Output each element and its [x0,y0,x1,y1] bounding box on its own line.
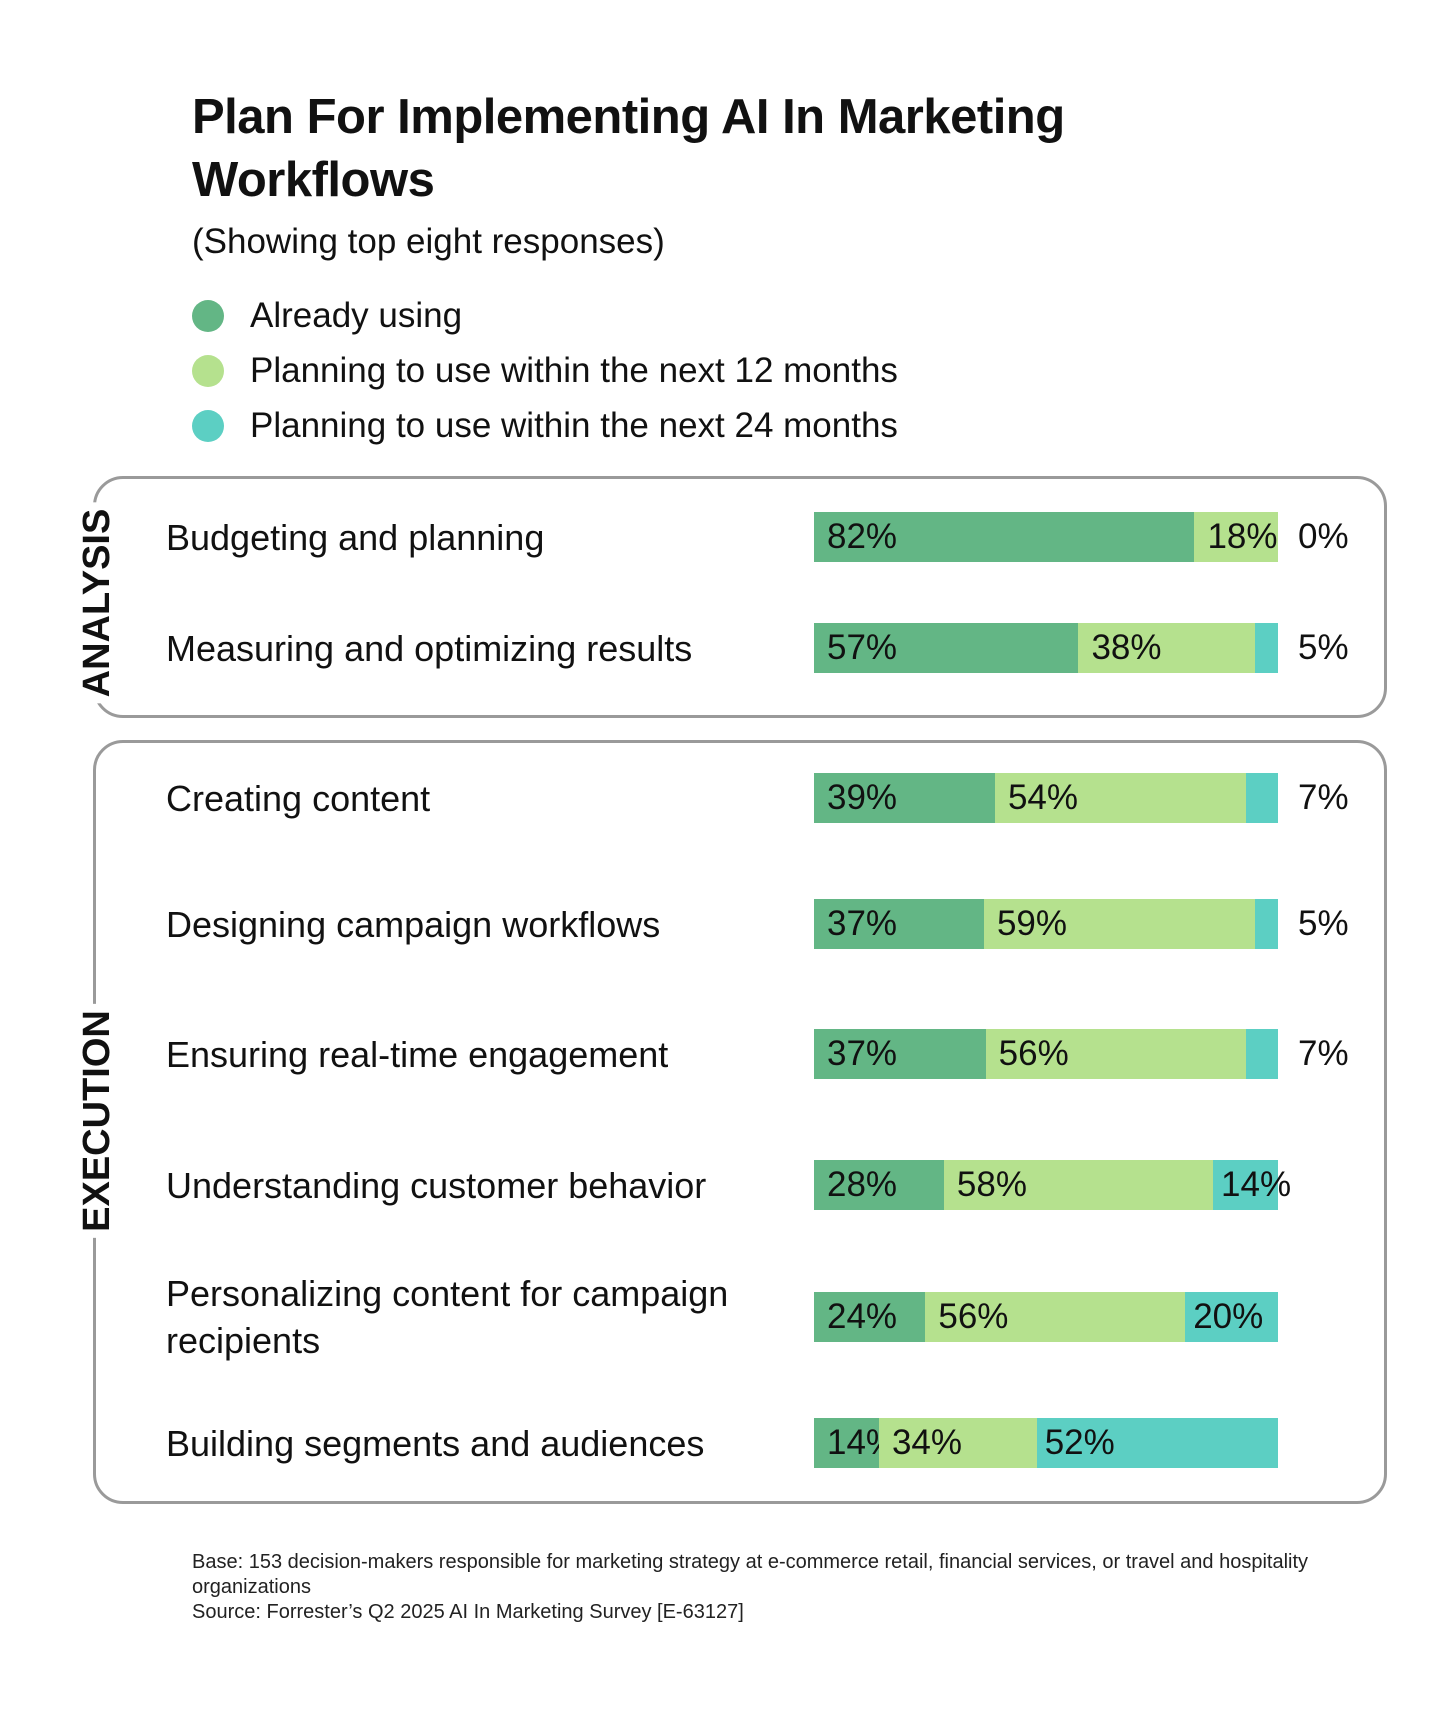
segment-data-label: 14% [1221,1165,1292,1204]
bar-segment [1255,899,1278,949]
bar-segment [814,1418,879,1468]
segment-data-label: 82% [827,517,898,556]
row-label: Measuring and optimizing results [166,627,693,669]
segment-data-label: 58% [956,1165,1027,1204]
bar-segment [1254,623,1278,673]
legend-label-already-using: Already using [250,295,463,335]
footnote-base: Base: 153 decision-makers responsible fo… [192,1551,1309,1598]
bar-segment [814,773,995,823]
outside-data-label: 7% [1298,1034,1349,1073]
segment-data-label: 56% [998,1034,1069,1073]
bar-segment [1078,623,1255,673]
bar-segment [925,1292,1186,1342]
row-label: Ensuring real-time engagement [166,1033,669,1075]
bar-segment [814,1029,986,1079]
row-label: Creating content [166,777,431,819]
legend-swatch-next-24-months [192,409,224,442]
group-label-execution: EXECUTION [67,1004,127,1238]
row-label: Budgeting and planning [166,516,545,558]
segment-data-label: 52% [1044,1423,1115,1462]
group-label-analysis: ANALYSIS [67,502,127,704]
footnote: Base: 153 decision-makers responsible fo… [192,1550,1342,1625]
legend-swatch-already-using [192,299,224,332]
segment-data-label: 39% [827,778,898,817]
segment-data-label: 37% [827,1034,898,1073]
bar-segment [983,899,1256,949]
bar-segment [994,773,1246,823]
bar-segment [1185,1292,1278,1342]
segment-data-label: 20% [1193,1297,1264,1336]
bar-segment [878,1418,1037,1468]
bar-segment [1245,1029,1278,1079]
outside-data-label: 0% [1298,517,1349,556]
outside-data-label: 7% [1298,778,1349,817]
segment-data-label: 18% [1207,517,1278,556]
bar-segment [1036,1418,1278,1468]
row-label: Building segments and audiences [166,1422,705,1464]
bar-segment [814,1160,944,1210]
legend-swatch-next-12-months [192,354,224,387]
bar-segment [1194,512,1278,562]
legend: Already using Planning to use within the… [192,288,898,453]
segment-data-label: 24% [827,1297,898,1336]
chart-subtitle: (Showing top eight responses) [192,222,665,261]
execution-group-box [93,740,1387,1504]
legend-item-next-12-months: Planning to use within the next 12 month… [192,343,898,398]
legend-item-next-24-months: Planning to use within the next 24 month… [192,398,898,453]
segment-data-label: 56% [938,1297,1009,1336]
segment-data-label: 54% [1007,778,1079,817]
bar-segment [814,1292,926,1342]
legend-label-next-24-months: Planning to use within the next 24 month… [250,405,898,445]
footnote-source: Source: Forrester’s Q2 2025 AI In Market… [192,1601,744,1623]
legend-item-already-using: Already using [192,288,898,343]
bar-segment [985,1029,1246,1079]
outside-data-label: 5% [1298,628,1349,667]
outside-data-label: 5% [1298,904,1349,943]
bar-segment [943,1160,1214,1210]
legend-label-next-12-months: Planning to use within the next 12 month… [250,350,898,390]
bar-segment [814,899,984,949]
bar-segment [814,512,1195,562]
bar-segment [814,623,1079,673]
segment-data-label: 38% [1091,628,1162,667]
segment-data-label: 37% [827,904,898,943]
bar-segment [1213,1160,1278,1210]
bar-segment [1245,773,1278,823]
segment-data-label: 59% [996,904,1068,943]
chart-title: Plan For Implementing AI In Marketing Wo… [192,90,1065,207]
segment-data-label: 57% [827,628,898,667]
row-label: Understanding customer behavior [166,1164,707,1206]
segment-data-label: 34% [891,1423,963,1462]
segment-data-label: 28% [827,1165,898,1204]
row-label: Designing campaign workflows [166,903,661,945]
row-label: Personalizing content for campaign recip… [166,1273,729,1361]
